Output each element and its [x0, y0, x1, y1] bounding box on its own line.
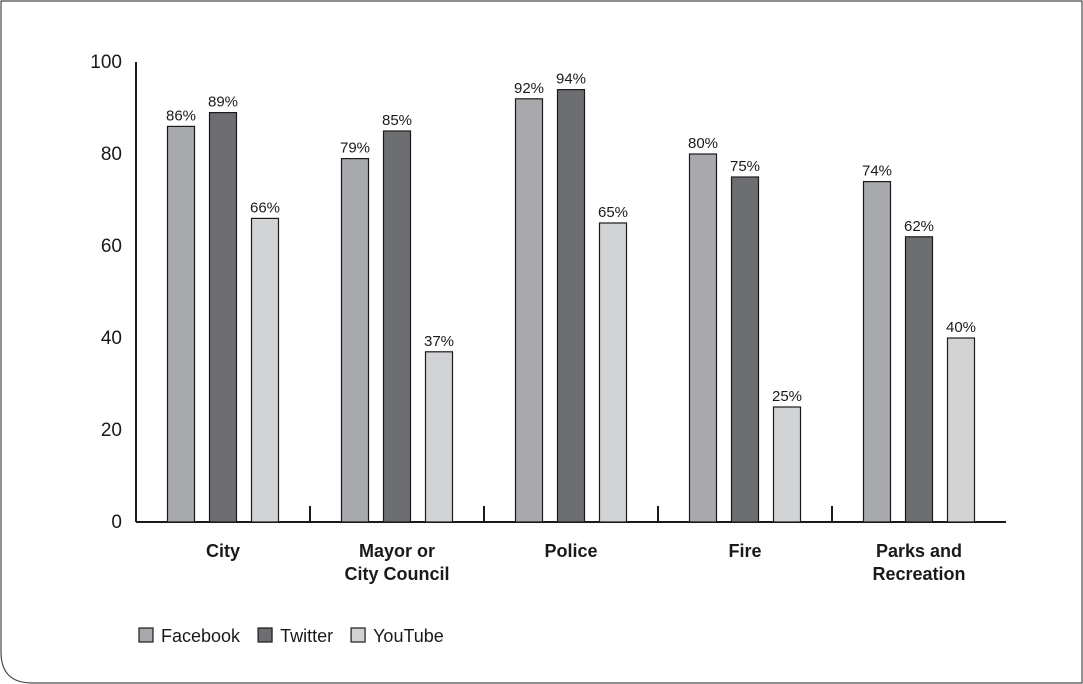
data-label: 89% — [208, 94, 238, 111]
y-tick-label: 20 — [101, 420, 122, 441]
data-label: 62% — [904, 218, 934, 235]
bar-youtube — [946, 337, 976, 523]
legend-label-facebook: Facebook — [161, 626, 241, 646]
legend-swatch-facebook — [138, 627, 154, 643]
data-label: 75% — [730, 158, 760, 175]
y-tick-label: 60 — [101, 236, 122, 257]
bar-facebook — [514, 98, 544, 523]
data-label: 94% — [556, 71, 586, 88]
y-tick-label: 100 — [90, 52, 122, 73]
bar-twitter — [904, 236, 934, 523]
bar-facebook — [862, 181, 892, 523]
bar-facebook — [166, 125, 196, 523]
bar-twitter — [556, 88, 586, 523]
bar-twitter — [208, 111, 238, 523]
legend-label-twitter: Twitter — [280, 626, 333, 646]
category-label: Mayor or — [359, 541, 435, 561]
data-label: 25% — [772, 388, 802, 405]
data-label: 85% — [382, 112, 412, 129]
y-tick-label: 40 — [101, 328, 122, 349]
legend-swatch-youtube — [350, 627, 366, 643]
bar-youtube — [772, 406, 802, 523]
bar-twitter — [730, 176, 760, 523]
data-label: 86% — [166, 107, 196, 124]
data-label: 37% — [424, 333, 454, 350]
y-tick-label: 80 — [101, 144, 122, 165]
y-tick-label: 0 — [111, 512, 122, 533]
legend-label-youtube: YouTube — [373, 626, 444, 646]
category-label: City — [206, 541, 240, 561]
data-label: 66% — [250, 199, 280, 216]
bar-youtube — [424, 351, 454, 523]
category-label: City Council — [344, 564, 449, 584]
bar-facebook — [688, 153, 718, 523]
bar-facebook — [340, 158, 370, 523]
category-label: Police — [544, 541, 597, 561]
data-label: 80% — [688, 135, 718, 152]
bar-twitter — [382, 130, 412, 523]
data-label: 74% — [862, 163, 892, 180]
data-label: 92% — [514, 80, 544, 97]
category-label: Parks and — [876, 541, 962, 561]
bar-youtube — [250, 217, 280, 523]
data-label: 40% — [946, 319, 976, 336]
category-label: Fire — [728, 541, 761, 561]
data-label: 79% — [340, 140, 370, 157]
data-label: 65% — [598, 204, 628, 221]
category-label: Recreation — [872, 564, 965, 584]
bar-youtube — [598, 222, 628, 523]
legend-swatch-twitter — [257, 627, 273, 643]
